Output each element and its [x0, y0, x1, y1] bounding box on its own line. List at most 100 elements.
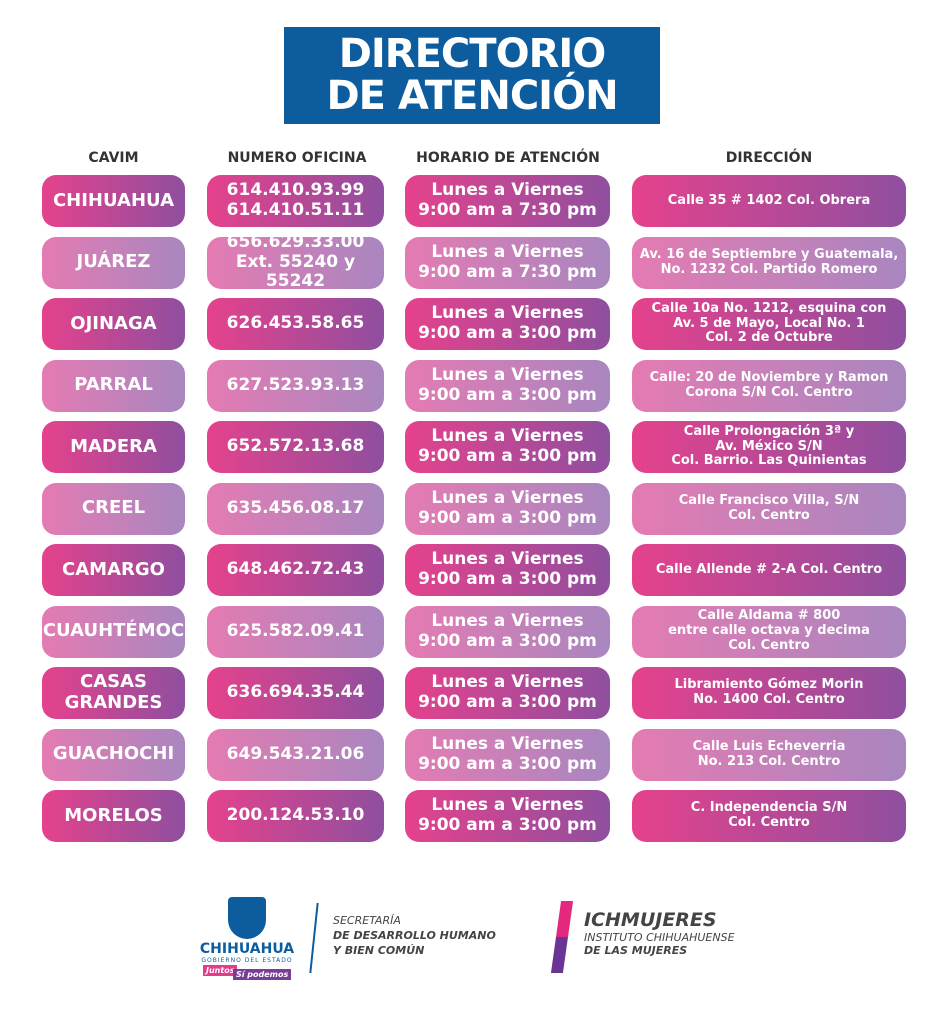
address-cell: Calle Francisco Villa, S/N Col. Centro — [632, 482, 906, 535]
hours-cell-line: 9:00 am a 3:00 pm — [418, 753, 597, 774]
address-cell-line: Col. Barrio. Las Quinientas — [671, 453, 867, 469]
phone-cell: 626.453.58.65 — [207, 298, 384, 350]
hours-cell: Lunes a Viernes 9:00 am a 3:00 pm — [405, 667, 610, 719]
address-cell: Calle 10a No. 1212, esquina con Av. 5 de … — [632, 298, 906, 350]
cavim-cell-line: MORELOS — [64, 804, 163, 826]
hours-cell-line: 9:00 am a 3:00 pm — [418, 569, 597, 589]
header-address: DIRECCIÓN — [725, 150, 813, 166]
phone-cell-line: 625.582.09.41 — [226, 620, 365, 641]
cavim-cell-line: OJINAGA — [70, 312, 157, 334]
header-hours: HORARIO DE ATENCIÓN — [416, 150, 600, 166]
address-cell-line: Calle 35 # 1402 Col. Obrera — [667, 192, 871, 208]
address-cell: Calle: 20 de Noviembre y Ramon Corona S/N… — [632, 359, 906, 412]
address-cell: Calle Luis Echeverria No. 213 Col. Centro — [632, 728, 906, 781]
hours-cell: Lunes a Viernes 9:00 am a 3:00 pm — [405, 359, 610, 412]
state-shield-icon — [228, 897, 266, 939]
header-phone: NUMERO OFICINA — [227, 150, 367, 166]
hours-cell-line: Lunes a Viernes — [431, 303, 584, 324]
phone-cell: 649.543.21.06 — [207, 728, 384, 781]
cavim-cell-line: JUÁREZ — [76, 251, 151, 273]
phone-cell: 652.572.13.68 — [207, 421, 384, 473]
hours-cell-line: 9:00 am a 3:00 pm — [418, 630, 597, 651]
phone-cell-line: 656.629.33.00 — [226, 232, 365, 253]
phone-cell-line: Ext. 55240 y 55242 — [235, 251, 356, 292]
page-title: DIRECTORIO DE ATENCIÓN — [284, 27, 660, 124]
hours-cell-line: Lunes a Viernes — [431, 241, 584, 262]
hours-cell-line: 9:00 am a 3:00 pm — [418, 446, 597, 466]
cavim-cell-line: GUACHOCHI — [52, 743, 175, 765]
cavim-cell: JUÁREZ — [42, 236, 185, 289]
address-cell-line: Col. Centro — [728, 507, 810, 523]
phone-cell: 627.523.93.13 — [207, 359, 384, 412]
address-cell-line: Calle Luis Echeverria — [692, 738, 846, 754]
hours-cell: Lunes a Viernes 9:00 am a 3:00 pm — [405, 421, 610, 473]
title-line-1: DIRECTORIO — [338, 31, 607, 77]
address-cell-line: No. 1232 Col. Partido Romero — [660, 261, 878, 277]
hours-cell-line: Lunes a Viernes — [431, 672, 584, 693]
address-cell: Calle Aldama # 800 entre calle octava y d… — [632, 605, 906, 658]
phone-cell-line: 627.523.93.13 — [226, 374, 365, 395]
cavim-cell: OJINAGA — [42, 298, 185, 350]
address-cell-line: Col. 2 de Octubre — [705, 330, 833, 346]
cavim-cell-line: CHIHUAHUA — [52, 189, 175, 211]
cavim-cell-line: PARRAL — [74, 374, 153, 396]
cavim-cell: CUAUHTÉMOC — [42, 605, 185, 658]
address-cell-line: Calle: 20 de Noviembre y Ramon — [649, 369, 889, 385]
cavim-cell: CAMARGO — [42, 544, 185, 596]
phone-cell: 614.410.93.99 614.410.51.11 — [207, 175, 384, 227]
gov-logo-sub: GOBIERNO DEL ESTADO — [201, 957, 293, 964]
hours-cell: Lunes a Viernes 9:00 am a 3:00 pm — [405, 790, 610, 842]
cavim-cell: GUACHOCHI — [42, 728, 185, 781]
cavim-cell-line: MADERA — [70, 435, 157, 457]
address-cell-line: Calle Prolongación 3ª y — [683, 423, 855, 439]
hours-cell: Lunes a Viernes 9:00 am a 3:00 pm — [405, 728, 610, 781]
secretaria-line-3: Y BIEN COMÚN — [333, 944, 425, 957]
hours-cell-line: 9:00 am a 3:00 pm — [418, 815, 597, 835]
footer-logos: CHIHUAHUA GOBIERNO DEL ESTADO Juntos Sí … — [0, 895, 949, 985]
phone-cell-line: 614.410.93.99 — [226, 180, 365, 201]
hours-cell-line: Lunes a Viernes — [431, 610, 584, 631]
ich-line-3: DE LAS MUJERES — [584, 944, 688, 957]
phone-cell: 648.462.72.43 — [207, 544, 384, 596]
hours-cell-line: 9:00 am a 3:00 pm — [418, 384, 597, 405]
gov-slogan-sipodemos: Sí podemos — [233, 969, 292, 980]
hours-cell-line: Lunes a Viernes — [431, 180, 584, 201]
secretaria-logo: SECRETARÍA DE DESARROLLO HUMANO Y BIEN C… — [333, 913, 496, 958]
hours-cell-line: Lunes a Viernes — [431, 426, 584, 447]
address-cell-line: entre calle octava y decima — [668, 623, 870, 639]
address-cell-line: Av. 5 de Mayo, Local No. 1 — [673, 315, 865, 331]
phone-cell-line: 652.572.13.68 — [226, 436, 365, 457]
address-cell-line: Calle Francisco Villa, S/N — [678, 492, 860, 508]
address-cell: Calle 35 # 1402 Col. Obrera — [632, 175, 906, 227]
phone-cell: 656.629.33.00 Ext. 55240 y 55242 — [207, 233, 384, 292]
gov-slogan-juntos: Juntos — [203, 965, 238, 976]
cavim-cell-line: CREEL — [81, 497, 146, 519]
phone-cell-line: 614.410.51.11 — [226, 200, 365, 220]
hours-cell-line: Lunes a Viernes — [431, 487, 584, 508]
phone-cell: 625.582.09.41 — [207, 605, 384, 658]
hours-cell: Lunes a Viernes 9:00 am a 3:00 pm — [405, 298, 610, 350]
phone-cell: 635.456.08.17 — [207, 482, 384, 535]
address-cell-line: No. 213 Col. Centro — [697, 753, 841, 769]
cavim-cell: CASAS GRANDES — [42, 667, 185, 719]
address-cell: Av. 16 de Septiembre y Guatemala, No. 123… — [632, 236, 906, 289]
address-cell: C. Independencia S/N Col. Centro — [632, 790, 906, 842]
hours-cell: Lunes a Viernes 9:00 am a 7:30 pm — [405, 175, 610, 227]
address-cell: Calle Allende # 2-A Col. Centro — [632, 544, 906, 596]
divider — [309, 903, 319, 973]
hours-cell: Lunes a Viernes 9:00 am a 3:00 pm — [405, 544, 610, 596]
address-cell-line: Av. 16 de Septiembre y Guatemala, — [639, 246, 899, 262]
address-cell-line: Corona S/N Col. Centro — [685, 384, 853, 400]
phone-cell-line: 649.543.21.06 — [226, 743, 365, 764]
address-cell-line: Libramiento Gómez Morin — [674, 677, 864, 693]
hours-cell-line: Lunes a Viernes — [431, 364, 584, 385]
address-cell-line: Calle 10a No. 1212, esquina con — [651, 300, 887, 316]
hours-cell-line: 9:00 am a 7:30 pm — [418, 200, 597, 220]
header-cavim: CAVIM — [88, 150, 139, 166]
phone-cell: 200.124.53.10 — [207, 790, 384, 842]
cavim-cell-line: CAMARGO — [62, 558, 165, 580]
address-cell: Calle Prolongación 3ª y Av. México S/N Col… — [632, 421, 906, 473]
ich-line-2: INSTITUTO CHIHUAHUENSE — [584, 931, 735, 944]
hours-cell-line: Lunes a Viernes — [431, 795, 584, 816]
hours-cell-line: 9:00 am a 3:00 pm — [418, 507, 597, 528]
